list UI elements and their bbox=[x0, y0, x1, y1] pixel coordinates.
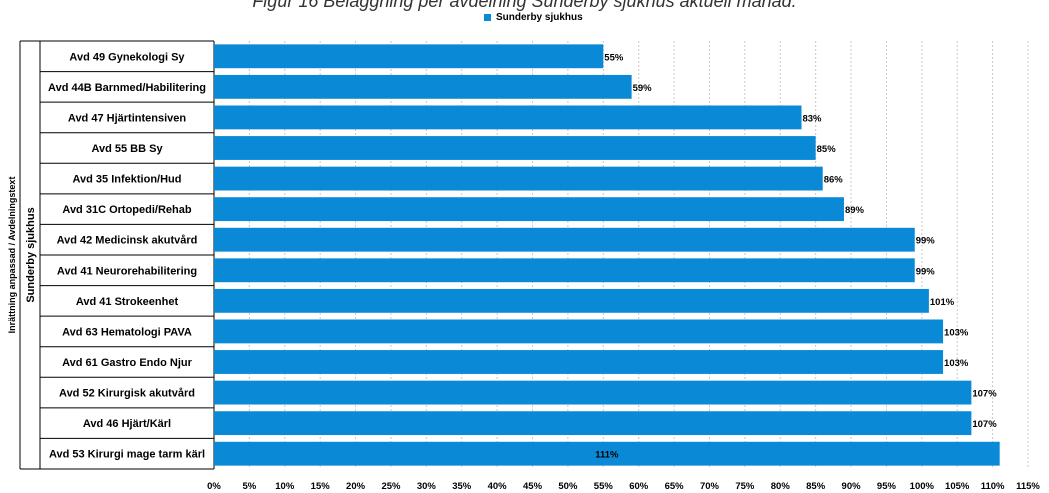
x-tick-label: 70% bbox=[700, 481, 720, 492]
x-tick-label: 65% bbox=[665, 481, 685, 492]
bar bbox=[214, 288, 929, 313]
x-tick-label: 30% bbox=[417, 481, 437, 492]
data-label: 111% bbox=[595, 450, 619, 461]
x-tick-label: 40% bbox=[488, 481, 508, 492]
category-label: Avd 63 Hematologi PAVA bbox=[62, 326, 192, 338]
x-tick-label: 75% bbox=[735, 481, 755, 492]
x-tick-label: 90% bbox=[842, 481, 862, 492]
x-tick-label: 35% bbox=[452, 481, 472, 492]
bar bbox=[214, 44, 604, 69]
x-tick-label: 0% bbox=[207, 481, 221, 492]
category-label: Avd 41 Neurorehabilitering bbox=[57, 265, 197, 277]
x-tick-label: 45% bbox=[523, 481, 543, 492]
bar bbox=[214, 319, 944, 344]
x-tick-label: 50% bbox=[558, 481, 578, 492]
data-label: 103% bbox=[944, 358, 969, 369]
bar bbox=[214, 441, 1000, 466]
x-tick-label: 95% bbox=[877, 481, 897, 492]
x-tick-label: 60% bbox=[629, 481, 649, 492]
x-tick-label: 20% bbox=[346, 481, 366, 492]
bar bbox=[214, 350, 944, 374]
legend-label: Sunderby sjukhus bbox=[496, 12, 583, 23]
category-label: Avd 44B Barnmed/Habilitering bbox=[48, 82, 206, 94]
bar bbox=[214, 74, 632, 99]
bar bbox=[214, 380, 972, 405]
category-label: Avd 31C Ortopedi/Rehab bbox=[62, 204, 191, 216]
data-label: 99% bbox=[916, 236, 936, 247]
legend-swatch bbox=[484, 14, 491, 21]
x-tick-label: 10% bbox=[275, 481, 295, 492]
bar bbox=[214, 197, 844, 222]
bar bbox=[214, 166, 823, 191]
bar bbox=[214, 105, 802, 130]
x-tick-label: 110% bbox=[981, 481, 1005, 492]
data-label: 89% bbox=[845, 205, 865, 216]
bar bbox=[214, 411, 972, 436]
category-label: Avd 52 Kirurgisk akutvård bbox=[59, 388, 195, 400]
category-label: Avd 35 Infektion/Hud bbox=[73, 174, 182, 186]
data-label: 107% bbox=[972, 419, 997, 430]
bar bbox=[214, 258, 915, 283]
group-label: Sunderby sjukhus bbox=[25, 207, 37, 302]
legend: Sunderby sjukhus bbox=[484, 12, 583, 23]
data-label: 85% bbox=[817, 144, 837, 155]
x-tick-label: 85% bbox=[806, 481, 826, 492]
x-tick-label: 115% bbox=[1016, 481, 1040, 492]
x-tick-label: 100% bbox=[910, 481, 935, 492]
category-label: Avd 41 Strokeenhet bbox=[76, 296, 179, 308]
x-tick-label: 5% bbox=[243, 481, 257, 492]
bar bbox=[214, 136, 816, 160]
chart-title: Figur 16 Beläggning per avdelning Sunder… bbox=[252, 0, 797, 11]
x-tick-label: 80% bbox=[771, 481, 791, 492]
category-label: Avd 47 Hjärtintensiven bbox=[68, 112, 186, 124]
data-label: 86% bbox=[824, 175, 844, 186]
data-label: 59% bbox=[633, 83, 653, 94]
category-label: Avd 55 BB Sy bbox=[91, 143, 163, 155]
data-label: 55% bbox=[604, 52, 624, 63]
data-label: 99% bbox=[916, 266, 936, 277]
category-label: Avd 49 Gynekologi Sy bbox=[69, 51, 185, 63]
data-label: 101% bbox=[930, 297, 955, 308]
category-label: Avd 53 Kirurgi mage tarm kärl bbox=[49, 449, 205, 461]
category-label: Avd 42 Medicinsk akutvård bbox=[57, 235, 198, 247]
data-label: 107% bbox=[972, 389, 997, 400]
x-tick-label: 105% bbox=[945, 481, 970, 492]
category-label: Avd 61 Gastro Endo Njur bbox=[62, 357, 193, 369]
y-axis-title: Inrättning anpassad / Avdelningstext bbox=[7, 177, 17, 334]
data-label: 103% bbox=[944, 327, 969, 338]
data-label: 83% bbox=[802, 113, 822, 124]
category-label: Avd 46 Hjärt/Kärl bbox=[83, 418, 171, 430]
x-tick-label: 25% bbox=[381, 481, 401, 492]
bar bbox=[214, 227, 915, 252]
x-tick-label: 55% bbox=[594, 481, 614, 492]
x-tick-label: 15% bbox=[311, 481, 331, 492]
